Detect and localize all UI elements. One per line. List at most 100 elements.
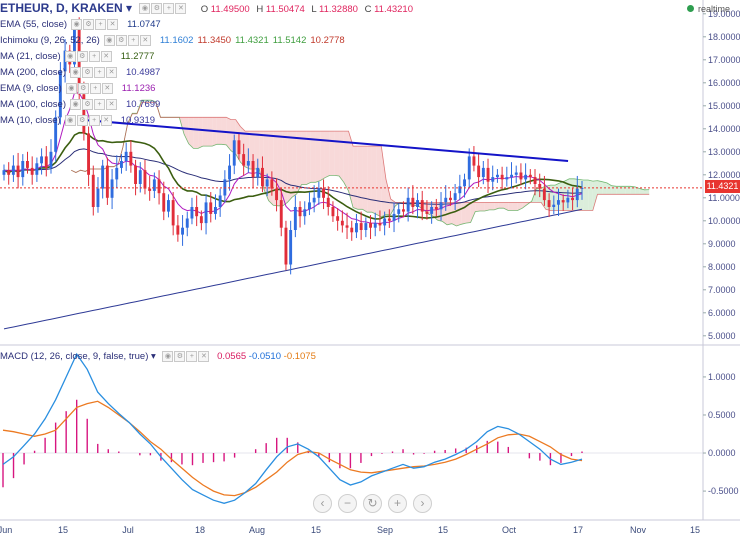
settings-icon[interactable]: ⚙ — [82, 66, 93, 78]
remove-icon[interactable]: ✕ — [139, 34, 151, 46]
scroll-left-button[interactable]: ‹ — [313, 494, 332, 513]
candle-body — [505, 177, 509, 180]
more-icon[interactable]: + — [127, 34, 139, 46]
ma-200-line — [3, 208, 583, 330]
macd-tick-label: -0.5000 — [708, 486, 739, 496]
indicator-value: 10.7699 — [126, 99, 161, 110]
remove-icon[interactable]: ✕ — [101, 82, 113, 94]
candle-body — [204, 202, 208, 224]
more-icon[interactable]: + — [88, 50, 100, 62]
candle-body — [279, 200, 283, 228]
candle-body — [242, 154, 246, 166]
more-icon[interactable]: + — [88, 114, 100, 126]
indicator-value: 10.2778 — [310, 35, 345, 46]
candle-body — [152, 179, 156, 191]
candle — [204, 194, 208, 235]
visibility-icon[interactable]: ◉ — [64, 114, 76, 126]
zoom-out-button[interactable]: − — [338, 494, 357, 513]
zoom-in-button[interactable]: + — [388, 494, 407, 513]
candle-body — [317, 188, 321, 198]
settings-icon[interactable]: ⚙ — [76, 50, 88, 62]
symbol-title[interactable]: ETHEUR, D, KRAKEN ▾ — [0, 1, 133, 15]
scroll-right-button[interactable]: › — [413, 494, 432, 513]
more-icon[interactable]: + — [94, 66, 105, 78]
remove-icon[interactable]: ✕ — [106, 98, 117, 110]
indicator-row[interactable]: MA (200, close) ◉ ⚙ + ✕ 10.4987 — [0, 65, 160, 80]
cloud-segment — [146, 100, 152, 103]
remove-icon[interactable]: ✕ — [106, 66, 117, 78]
candle — [420, 190, 424, 221]
remove-icon[interactable]: ✕ — [100, 114, 112, 126]
visibility-icon[interactable]: ◉ — [70, 98, 81, 110]
more-icon[interactable]: + — [95, 18, 107, 30]
indicator-value: 11.5142 — [272, 35, 307, 46]
candle-body — [157, 179, 161, 194]
indicator-row[interactable]: EMA (9, close) ◉ ⚙ + ✕ 11.1236 — [0, 81, 155, 96]
indicator-row[interactable]: MA (21, close) ◉ ⚙ + ✕ 11.2777 — [0, 49, 154, 64]
visibility-icon[interactable]: ◉ — [162, 351, 174, 362]
candle-body — [392, 213, 396, 221]
visibility-icon[interactable]: ◉ — [64, 50, 76, 62]
indicator-row[interactable]: MA (10, close) ◉ ⚙ + ✕ 10.9319 — [0, 113, 155, 128]
indicator-row[interactable]: Ichimoku (9, 26, 52, 26) ◉ ⚙ + ✕ 11.1602 11.34… — [0, 33, 345, 48]
candle — [44, 146, 48, 177]
candle-body — [218, 195, 222, 207]
macd-tick-label: 0.0000 — [708, 448, 736, 458]
indicator-row[interactable]: MA (100, close) ◉ ⚙ + ✕ 10.7699 — [0, 97, 160, 112]
candle — [387, 209, 391, 228]
settings-icon[interactable]: ⚙ — [82, 98, 93, 110]
candle — [30, 156, 34, 185]
trendline — [79, 118, 569, 162]
candle — [453, 184, 457, 210]
visibility-icon[interactable]: ◉ — [70, 66, 81, 78]
more-icon[interactable]: + — [163, 3, 175, 15]
settings-icon[interactable]: ⚙ — [151, 3, 163, 15]
visibility-icon[interactable]: ◉ — [139, 3, 151, 15]
macd-title[interactable]: MACD (12, 26, close, 9, false, true) — [0, 351, 149, 363]
indicator-controls: ◉ ⚙ + ✕ — [70, 65, 118, 80]
time-tick-label: Jul — [122, 525, 134, 535]
indicator-row[interactable]: EMA (55, close) ◉ ⚙ + ✕ 11.0747 — [0, 17, 161, 32]
cloud-segment — [141, 100, 147, 103]
settings-icon[interactable]: ⚙ — [77, 82, 89, 94]
more-icon[interactable]: + — [94, 98, 105, 110]
settings-icon[interactable]: ⚙ — [76, 114, 88, 126]
settings-icon[interactable]: ⚙ — [83, 18, 95, 30]
visibility-icon[interactable]: ◉ — [103, 34, 115, 46]
candle-body — [275, 188, 278, 201]
candle-body — [340, 220, 344, 226]
candle-body — [256, 167, 260, 178]
more-icon[interactable]: + — [186, 351, 198, 362]
more-icon[interactable]: + — [89, 82, 101, 94]
candle — [519, 163, 523, 186]
candle-body — [331, 207, 335, 217]
candle — [87, 126, 90, 187]
candle-body — [293, 207, 297, 230]
candle — [40, 148, 43, 175]
candle — [232, 134, 236, 175]
cloud-segment — [348, 131, 354, 208]
remove-icon[interactable]: ✕ — [198, 351, 210, 362]
visibility-icon[interactable]: ◉ — [65, 82, 77, 94]
cloud-segment — [334, 131, 340, 176]
candle-body — [458, 186, 462, 194]
visibility-icon[interactable]: ◉ — [71, 18, 83, 30]
candle — [115, 155, 119, 188]
remove-icon[interactable]: ✕ — [107, 18, 119, 30]
cloud-segment — [381, 146, 387, 217]
candle-body — [355, 223, 358, 233]
candle-body — [54, 117, 58, 152]
candle-body — [434, 207, 438, 210]
remove-icon[interactable]: ✕ — [175, 3, 187, 15]
candle — [105, 157, 109, 205]
candle-body — [322, 188, 325, 198]
settings-icon[interactable]: ⚙ — [115, 34, 127, 46]
candle — [383, 211, 387, 236]
remove-icon[interactable]: ✕ — [100, 50, 112, 62]
reset-button[interactable]: ↻ — [363, 494, 382, 513]
indicator-name: EMA (9, close) — [0, 83, 62, 94]
candle-body — [486, 167, 490, 182]
settings-icon[interactable]: ⚙ — [174, 351, 186, 362]
price-tick-label: 16.0000 — [708, 78, 740, 88]
